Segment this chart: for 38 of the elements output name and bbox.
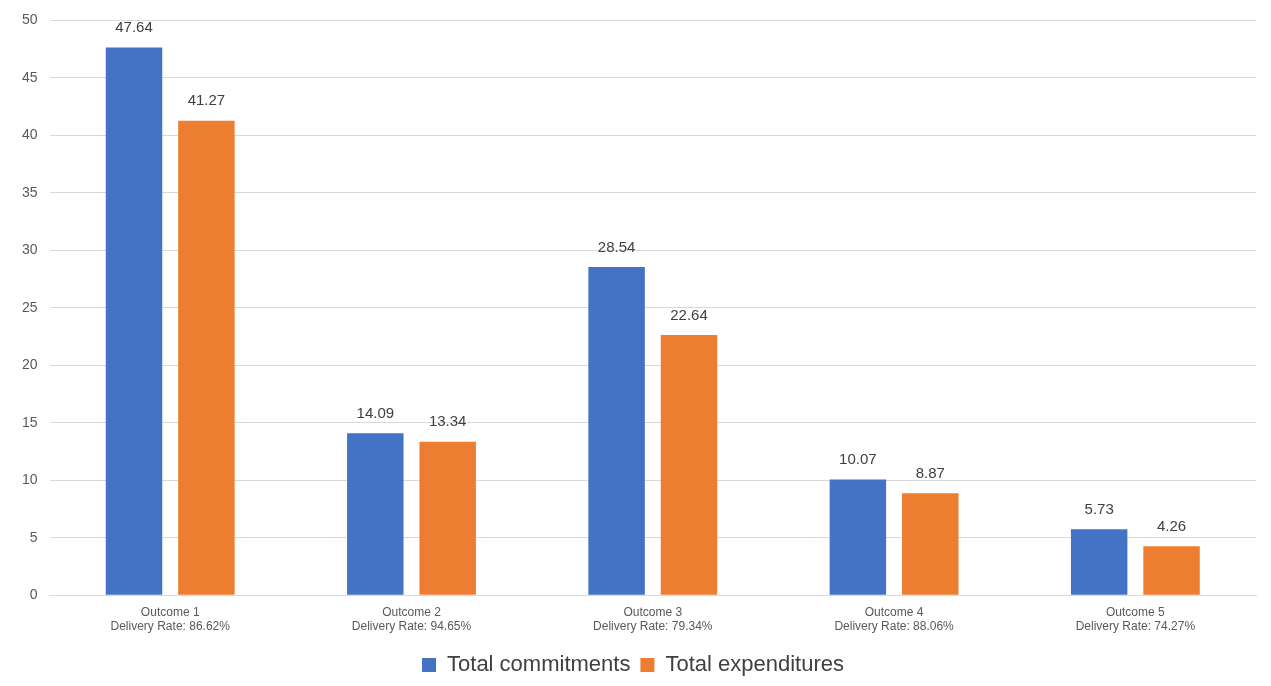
y-tick-label: 10 bbox=[21, 471, 38, 488]
bar bbox=[105, 47, 163, 595]
y-tick-label: 45 bbox=[21, 68, 38, 85]
bar bbox=[660, 334, 718, 595]
data-label: 22.64 bbox=[670, 305, 708, 323]
y-tick-label: 40 bbox=[21, 126, 38, 143]
y-tick-label: 0 bbox=[29, 586, 38, 603]
data-label: 5.73 bbox=[1084, 499, 1114, 517]
data-label: 8.87 bbox=[915, 463, 945, 481]
data-label: 4.26 bbox=[1156, 516, 1187, 534]
legend-label: Total commitments bbox=[447, 651, 631, 677]
data-label: 13.34 bbox=[428, 412, 467, 430]
y-tick-label: 15 bbox=[21, 413, 38, 430]
bar bbox=[419, 441, 476, 595]
x-tick-label: Outcome 4 Delivery Rate: 88.06% bbox=[834, 604, 955, 634]
data-label: 41.27 bbox=[187, 91, 226, 109]
y-tick-label: 50 bbox=[21, 11, 38, 28]
y-tick-label: 30 bbox=[21, 241, 38, 258]
x-tick-label: Outcome 5 Delivery Rate: 74.27% bbox=[1075, 604, 1196, 634]
bar bbox=[588, 267, 645, 595]
x-tick-label: Outcome 1 Delivery Rate: 86.62% bbox=[110, 604, 231, 634]
x-tick-label: Outcome 3 Delivery Rate: 79.34% bbox=[593, 604, 713, 634]
y-tick-label: 35 bbox=[21, 183, 38, 200]
y-tick-label: 5 bbox=[29, 528, 38, 545]
bar bbox=[902, 493, 959, 595]
legend-label: Total expenditures bbox=[665, 651, 844, 677]
bar bbox=[1070, 529, 1128, 595]
bar bbox=[347, 433, 404, 595]
data-label: 10.07 bbox=[839, 450, 877, 468]
bar bbox=[178, 120, 235, 595]
x-tick-label: Outcome 2 Delivery Rate: 94.65% bbox=[351, 604, 472, 634]
bar bbox=[829, 479, 887, 595]
data-label: 28.54 bbox=[597, 237, 636, 255]
y-tick-label: 20 bbox=[21, 356, 38, 373]
data-label: 14.09 bbox=[356, 403, 395, 421]
bar bbox=[1143, 546, 1200, 595]
data-label: 47.64 bbox=[115, 18, 153, 36]
y-tick-label: 25 bbox=[21, 298, 38, 315]
